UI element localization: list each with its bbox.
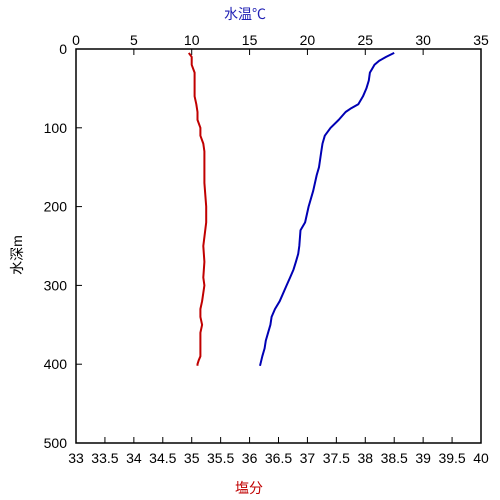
bottom-tick-label: 38.5 <box>381 450 408 466</box>
top-tick-label: 15 <box>242 32 258 48</box>
top-tick-label: 0 <box>72 32 80 48</box>
left-tick-label: 500 <box>44 435 68 451</box>
left-axis-ticks: 0 100 200 300 400 500 <box>44 41 82 451</box>
left-tick-label: 400 <box>44 356 68 372</box>
left-tick-label: 200 <box>44 199 68 215</box>
temperature-series-line <box>259 52 395 367</box>
bottom-tick-label: 33.5 <box>91 450 118 466</box>
bottom-tick-label: 39.5 <box>438 450 465 466</box>
bottom-axis-ticks: 33 33.5 34 34.5 35 35.5 36 36.5 37 37.5 38 38.5 39 39… <box>68 437 489 466</box>
bottom-tick-label: 35 <box>184 450 200 466</box>
bottom-tick-label: 35.5 <box>207 450 234 466</box>
top-tick-label: 5 <box>130 32 138 48</box>
left-tick-label: 0 <box>59 41 67 57</box>
bottom-tick-label: 34 <box>126 450 142 466</box>
top-axis-ticks: 0 5 10 15 20 25 30 35 <box>72 32 489 55</box>
top-tick-label: 30 <box>415 32 431 48</box>
series-layer <box>187 52 395 367</box>
bottom-tick-label: 33 <box>68 450 84 466</box>
top-axis-title: 水温℃ <box>224 6 266 22</box>
bottom-tick-label: 38 <box>357 450 373 466</box>
top-tick-label: 35 <box>473 32 489 48</box>
bottom-tick-label: 37.5 <box>323 450 350 466</box>
bottom-tick-label: 36.5 <box>265 450 292 466</box>
top-tick-label: 10 <box>184 32 200 48</box>
top-tick-label: 25 <box>357 32 373 48</box>
bottom-tick-label: 39 <box>415 450 431 466</box>
left-axis-title: 水深m <box>9 235 25 275</box>
bottom-axis-title: 塩分 <box>235 480 263 496</box>
bottom-tick-label: 37 <box>300 450 316 466</box>
plot-frame <box>75 48 482 444</box>
left-tick-label: 100 <box>44 120 68 136</box>
bottom-tick-label: 34.5 <box>149 450 176 466</box>
bottom-tick-label: 40 <box>473 450 489 466</box>
plot-area <box>75 48 482 444</box>
left-tick-label: 300 <box>44 277 68 293</box>
salinity-series-line <box>187 52 208 366</box>
top-tick-label: 20 <box>300 32 316 48</box>
bottom-tick-label: 36 <box>242 450 258 466</box>
